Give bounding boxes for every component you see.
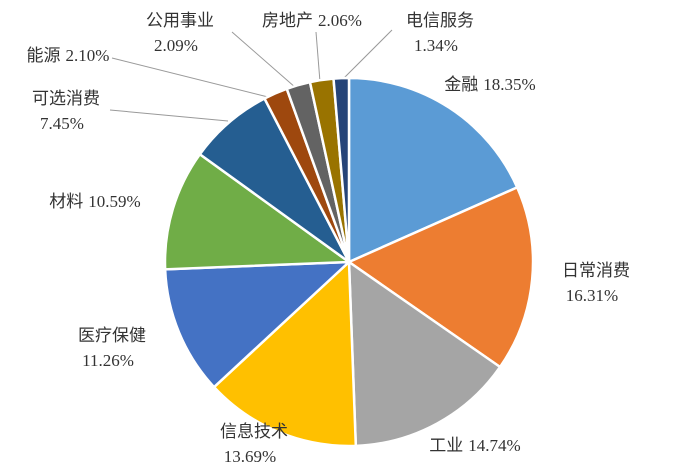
leader-line <box>111 57 273 99</box>
value-label: 2.10% <box>66 46 110 65</box>
pie-slice <box>347 259 502 448</box>
category-label: 材料 <box>49 192 83 211</box>
value-label: 7.45% <box>40 114 84 133</box>
leader-lines <box>109 29 393 122</box>
pie-slice <box>163 260 353 389</box>
category-label: 可选消费 <box>32 89 100 108</box>
value-label: 10.59% <box>88 192 140 211</box>
value-label: 2.09% <box>154 36 198 55</box>
pie-slice <box>332 76 351 263</box>
value-label: 18.35% <box>483 75 535 94</box>
category-label: 电信服务 <box>406 11 474 30</box>
category-label: 日常消费 <box>562 261 630 280</box>
slice-label: 金融 18.35% <box>444 75 535 94</box>
slice-label: 房地产 2.06% <box>262 11 362 30</box>
value-label: 1.34% <box>414 36 458 55</box>
pie-slice <box>347 76 519 264</box>
category-label: 房地产 <box>262 11 313 30</box>
category-label: 金融 <box>444 75 478 94</box>
category-label: 公用事业 <box>146 11 214 30</box>
category-label: 医疗保健 <box>78 326 146 345</box>
slice-label: 能源 2.10% <box>27 46 110 65</box>
slice-label: 工业 14.74% <box>429 436 520 455</box>
value-label: 13.69% <box>224 447 276 466</box>
value-label: 11.26% <box>82 351 134 370</box>
value-label: 2.06% <box>318 11 362 30</box>
category-label: 能源 <box>27 46 61 65</box>
pie-slice <box>212 259 358 448</box>
category-label: 信息技术 <box>220 422 288 441</box>
value-label: 14.74% <box>468 436 520 455</box>
pie-slice <box>346 185 535 369</box>
leader-line <box>231 31 297 89</box>
leader-line <box>341 29 393 81</box>
pie-slice <box>163 152 353 271</box>
leader-line <box>315 31 321 83</box>
slice-label: 材料 10.59% <box>49 192 140 211</box>
category-label: 工业 <box>429 436 463 455</box>
value-label: 16.31% <box>566 286 618 305</box>
leader-line <box>109 109 229 122</box>
